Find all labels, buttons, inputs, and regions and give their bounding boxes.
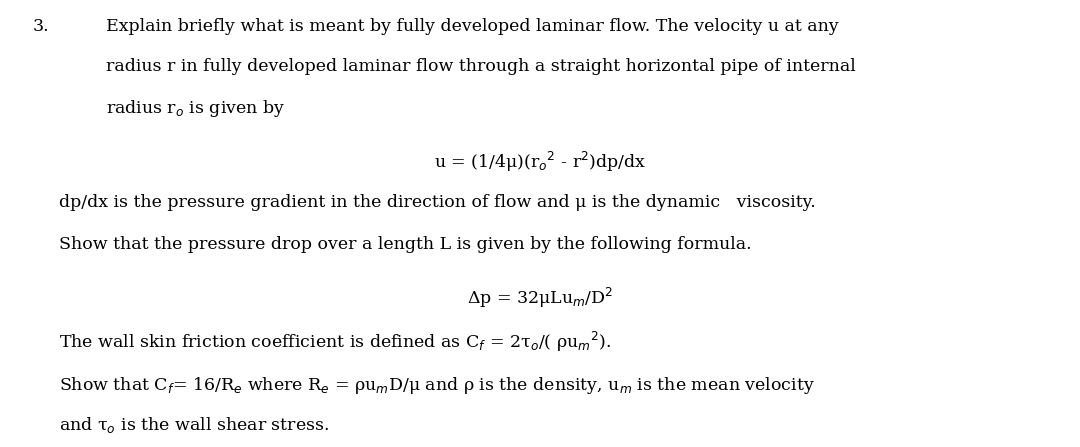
Text: and τ$_o$ is the wall shear stress.: and τ$_o$ is the wall shear stress. xyxy=(59,415,329,435)
Text: dp/dx is the pressure gradient in the direction of flow and μ is the dynamic   v: dp/dx is the pressure gradient in the di… xyxy=(59,194,816,211)
Text: 3.: 3. xyxy=(32,18,49,35)
Text: radius r$_o$ is given by: radius r$_o$ is given by xyxy=(106,98,285,119)
Text: Show that the pressure drop over a length L is given by the following formula.: Show that the pressure drop over a lengt… xyxy=(59,236,752,253)
Text: Show that C$_f$= 16/R$_e$ where R$_e$ = ρu$_m$D/μ and ρ is the density, u$_m$ is: Show that C$_f$= 16/R$_e$ where R$_e$ = … xyxy=(59,375,815,396)
Text: radius r in fully developed laminar flow through a straight horizontal pipe of i: radius r in fully developed laminar flow… xyxy=(106,58,855,75)
Text: Explain briefly what is meant by fully developed laminar flow. The velocity u at: Explain briefly what is meant by fully d… xyxy=(106,18,838,35)
Text: The wall skin friction coefficient is defined as C$_f$ = 2τ$_o$/( ρu$_m$$^2$).: The wall skin friction coefficient is de… xyxy=(59,330,611,354)
Text: Δp = 32μLu$_m$/D$^2$: Δp = 32μLu$_m$/D$^2$ xyxy=(467,286,613,310)
Text: u = (1/4μ)(r$_o$$^2$ - r$^2$)dp/dx: u = (1/4μ)(r$_o$$^2$ - r$^2$)dp/dx xyxy=(434,150,646,174)
